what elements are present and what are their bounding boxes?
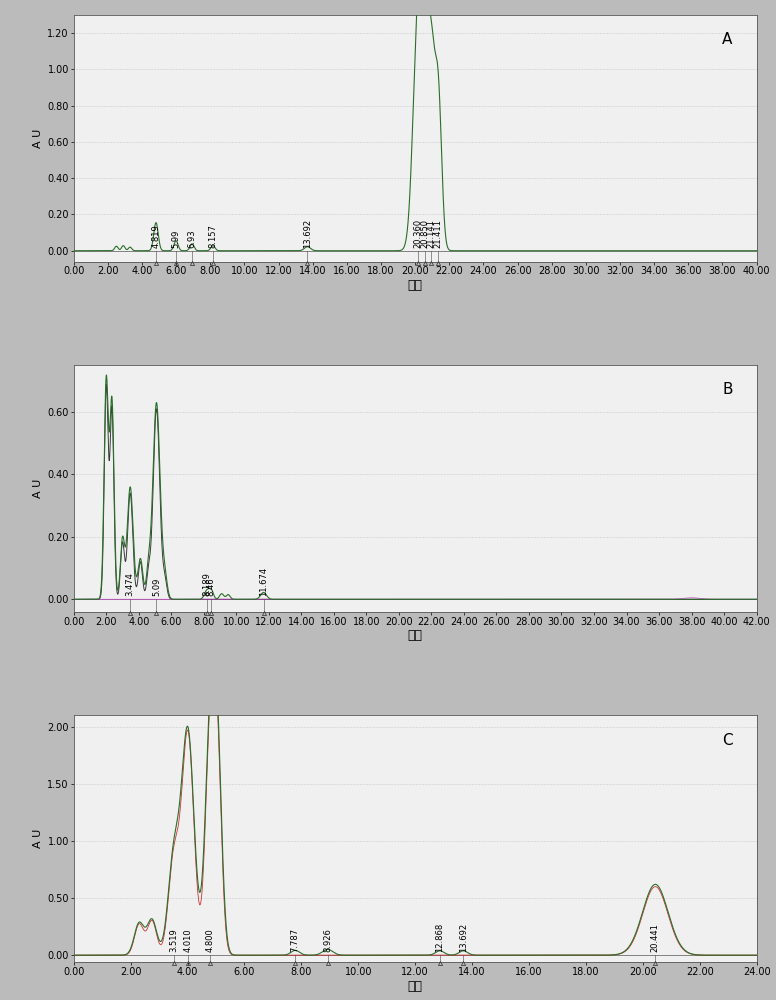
Text: 4.819: 4.819: [151, 224, 161, 248]
Text: 21.411: 21.411: [434, 219, 442, 248]
Text: 8.926: 8.926: [323, 928, 332, 952]
Text: 8.157: 8.157: [209, 224, 217, 248]
Text: 13.692: 13.692: [459, 923, 468, 952]
X-axis label: 分钟: 分钟: [407, 629, 423, 642]
Y-axis label: A U: A U: [33, 829, 43, 848]
Text: 5.99: 5.99: [171, 229, 181, 248]
Text: 4.800: 4.800: [206, 928, 215, 952]
Text: 11.674: 11.674: [259, 567, 268, 596]
Y-axis label: A U: A U: [33, 129, 43, 148]
Text: 8.189: 8.189: [203, 572, 211, 596]
Text: 4.010: 4.010: [183, 929, 192, 952]
Text: 3.519: 3.519: [169, 928, 178, 952]
Text: A: A: [722, 32, 733, 47]
Text: C: C: [722, 733, 733, 748]
Text: 13.692: 13.692: [303, 219, 312, 248]
Text: 5.09: 5.09: [152, 578, 161, 596]
Text: 6.93: 6.93: [188, 229, 196, 248]
Text: 20.441: 20.441: [651, 923, 660, 952]
Text: 20.360: 20.360: [414, 219, 422, 248]
Text: 8.46: 8.46: [206, 578, 216, 596]
X-axis label: 分钟: 分钟: [407, 279, 423, 292]
Text: 21.141: 21.141: [427, 219, 436, 248]
Text: 20.850: 20.850: [420, 219, 429, 248]
Text: 7.787: 7.787: [291, 928, 300, 952]
Text: 12.868: 12.868: [435, 923, 445, 952]
Text: 3.474: 3.474: [126, 572, 135, 596]
Y-axis label: A U: A U: [33, 479, 43, 498]
Text: B: B: [722, 382, 733, 397]
X-axis label: 分钟: 分钟: [407, 980, 423, 993]
